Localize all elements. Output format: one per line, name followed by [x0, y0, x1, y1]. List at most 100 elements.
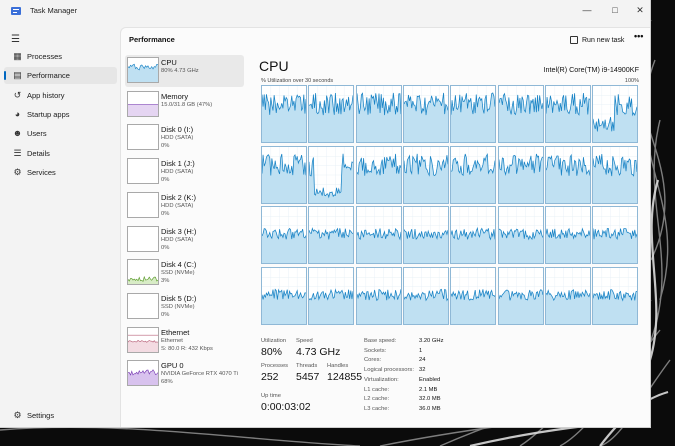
- device-subtitle: SSD (NVMe): [161, 303, 195, 310]
- spec-value: 3.20 GHz: [419, 338, 444, 344]
- spec-value: 1: [419, 347, 423, 354]
- nav-item-label: App history: [27, 90, 65, 100]
- handles-label: Handles: [327, 363, 349, 369]
- device-thumbnail-graph: [127, 124, 159, 151]
- nav-item-startup[interactable]: ◕ Startup apps: [4, 106, 117, 123]
- nav-item-details[interactable]: ☰ Details: [4, 145, 117, 162]
- device-thumbnail-graph: [127, 225, 159, 252]
- spec-label: Logical processors:: [364, 367, 414, 374]
- device-subtitle: 0%: [161, 210, 170, 217]
- device-item[interactable]: Disk 3 (H:) HDD (SATA) 0%: [125, 224, 244, 256]
- minimize-icon[interactable]: —: [582, 5, 592, 15]
- users-icon: ☻: [12, 128, 23, 139]
- device-subtitle: SSD (NVMe): [161, 270, 195, 277]
- run-new-task-button[interactable]: Run new task: [570, 33, 624, 47]
- nav-item-label: Settings: [27, 411, 55, 420]
- nav-item-app-history[interactable]: ↺ App history: [4, 87, 117, 104]
- device-item[interactable]: Disk 5 (D:) SSD (NVMe) 0%: [125, 291, 244, 323]
- nav-item-label: Performance: [27, 71, 70, 81]
- nav-item-label: Startup apps: [27, 109, 70, 119]
- device-item[interactable]: GPU 0 NVIDIA GeForce RTX 4070 Ti 68%: [125, 358, 244, 390]
- nav-item-processes[interactable]: ▦ Processes: [4, 48, 117, 65]
- task-manager-window: Task Manager — □ ✕ ☰ ▦ Processes ▤ Performa…: [0, 0, 651, 428]
- device-subtitle: 0%: [161, 143, 170, 150]
- spec-label: L3 cache:: [364, 405, 390, 412]
- handles-value: 124855: [327, 371, 363, 383]
- device-subtitle: 3%: [161, 278, 170, 285]
- logical-processor-graph: [355, 145, 402, 204]
- logical-processor-graph: [592, 85, 639, 143]
- logical-processor-graph: [261, 145, 307, 204]
- grid-icon: ▦: [13, 51, 22, 61]
- device-subtitle: NVIDIA GeForce RTX 4070 Ti: [161, 371, 238, 378]
- logical-processor-graph: [308, 85, 355, 143]
- gear-icon: ⚙: [13, 410, 22, 420]
- close-icon[interactable]: ✕: [636, 5, 644, 15]
- device-thumbnail-graph: [127, 292, 159, 319]
- logical-processor-graph: [497, 206, 544, 265]
- device-item[interactable]: Disk 2 (K:) HDD (SATA) 0%: [125, 190, 244, 222]
- device-name: Disk 3 (H:): [161, 226, 197, 236]
- nav-item-label: Users: [27, 129, 47, 139]
- logical-processor-graph: [261, 206, 307, 265]
- logical-processor-graph: [261, 85, 307, 143]
- device-item[interactable]: Ethernet Ethernet S: 80.0 R: 432 Kbps: [125, 325, 244, 357]
- logical-processor-graph: [497, 145, 544, 204]
- logical-processor-graph: [592, 266, 639, 325]
- logical-processor-graph: [261, 266, 307, 325]
- device-name: Disk 0 (I:): [161, 125, 194, 135]
- title-bar[interactable]: Task Manager — □ ✕: [0, 0, 650, 22]
- logical-processor-graph: [308, 206, 355, 265]
- logical-processor-graph: [308, 145, 355, 204]
- device-item[interactable]: Disk 0 (I:) HDD (SATA) 0%: [125, 122, 244, 154]
- nav-item-label: Details: [27, 148, 50, 158]
- device-item[interactable]: Memory 15.0/31.8 GB (47%): [125, 89, 244, 121]
- device-name: Disk 1 (J:): [161, 159, 195, 169]
- logical-processor-graph: [450, 85, 497, 143]
- hamburger-menu-icon[interactable]: ☰: [11, 34, 20, 45]
- device-item[interactable]: CPU 80% 4.73 GHz: [125, 55, 244, 87]
- device-subtitle: 0%: [161, 244, 170, 251]
- device-subtitle: 68%: [161, 379, 173, 386]
- logical-processor-graph: [497, 266, 544, 325]
- utilization-value: 80%: [261, 346, 283, 358]
- spec-label: Sockets:: [364, 347, 387, 354]
- logical-processor-graph: [355, 85, 402, 143]
- nav-item-services[interactable]: ⚙ Services: [4, 164, 117, 181]
- utilization-caption: % Utilization over 30 seconds: [261, 78, 334, 84]
- device-item[interactable]: Disk 1 (J:) HDD (SATA) 0%: [125, 156, 244, 188]
- device-subtitle: HDD (SATA): [161, 169, 194, 176]
- puzzle-icon: ⚙: [13, 166, 22, 177]
- device-item[interactable]: Disk 4 (C:) SSD (NVMe) 3%: [125, 257, 244, 289]
- spec-label: Cores:: [364, 357, 382, 364]
- maximize-icon[interactable]: □: [612, 5, 618, 15]
- threads-value: 5457: [296, 371, 320, 383]
- logical-processor-graph: [402, 145, 449, 204]
- device-subtitle: S: 80.0 R: 432 Kbps: [161, 345, 213, 352]
- spec-value: 2.1 MB: [419, 386, 438, 393]
- spec-label: Base speed:: [364, 338, 397, 344]
- device-subtitle: 0%: [161, 177, 170, 184]
- nav-item-settings[interactable]: ⚙ Settings: [4, 407, 117, 424]
- logical-processor-graph: [544, 85, 591, 143]
- page-title: Performance: [129, 35, 175, 44]
- history-icon: ↺: [13, 89, 22, 100]
- cpu-detail: CPU Intel(R) Core(TM) i9-14900KF % Utili…: [259, 55, 647, 427]
- logical-processor-graph: [308, 266, 355, 325]
- spec-value: 36.0 MB: [419, 405, 441, 412]
- spec-value: 32: [419, 367, 426, 374]
- nav-item-users[interactable]: ☻ Users: [4, 125, 117, 142]
- logical-processor-graph: [544, 266, 591, 325]
- processes-value: 252: [261, 371, 279, 383]
- more-options-button[interactable]: •••: [634, 31, 644, 41]
- logical-processor-graph: [544, 145, 591, 204]
- task-manager-icon: [11, 7, 21, 15]
- speed-value: 4.73 GHz: [296, 346, 341, 358]
- device-subtitle: HDD (SATA): [161, 202, 194, 209]
- logical-processor-graph: [592, 145, 639, 204]
- uptime-value: 0:00:03:02: [261, 401, 311, 413]
- spec-label: Virtualization:: [364, 376, 399, 383]
- device-name: Memory: [161, 91, 189, 101]
- device-name: Disk 4 (C:): [161, 260, 197, 270]
- nav-item-performance[interactable]: ▤ Performance: [4, 67, 117, 85]
